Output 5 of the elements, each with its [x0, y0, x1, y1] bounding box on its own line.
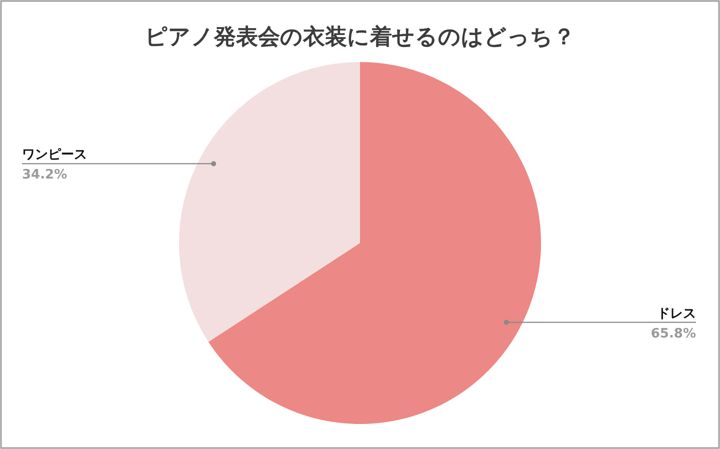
slice-label: ドレス: [657, 306, 696, 322]
data-label: 65.8%: [650, 326, 696, 342]
data-label: 34.2%: [22, 168, 68, 183]
slice-label: ワンピース: [22, 148, 87, 163]
chart-title: ピアノ発表会の衣装に着せるのはどっち？: [145, 24, 575, 50]
